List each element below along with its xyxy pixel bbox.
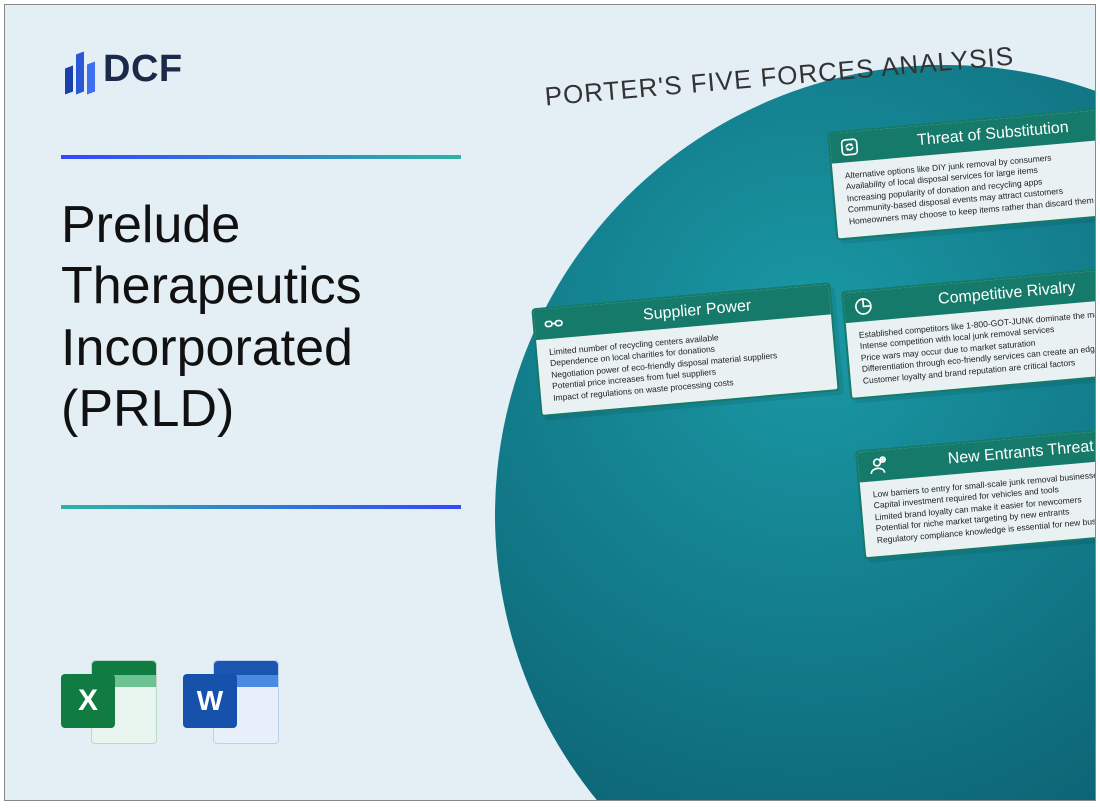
word-icon: W	[183, 654, 279, 750]
card-title: Threat of Substitution	[916, 119, 1069, 149]
divider-bottom	[61, 505, 461, 509]
excel-icon: X	[61, 654, 157, 750]
app-icons-row: X W	[61, 654, 279, 750]
refresh-icon	[838, 135, 862, 159]
pie-icon	[851, 295, 875, 319]
card-title: New Entrants Threat	[947, 438, 1094, 468]
brand-logo: DCF	[65, 45, 183, 93]
link-icon	[542, 312, 566, 336]
logo-bars-icon	[65, 45, 95, 93]
card-title: Supplier Power	[642, 297, 752, 323]
word-letter: W	[183, 674, 237, 728]
user-add-icon	[865, 454, 889, 478]
infographic-canvas: DCF Prelude Therapeutics Incorporated (P…	[4, 4, 1096, 801]
divider-top	[61, 155, 461, 159]
brand-name: DCF	[103, 48, 183, 91]
card-title: Competitive Rivalry	[937, 279, 1076, 308]
page-title: Prelude Therapeutics Incorporated (PRLD)	[61, 195, 501, 440]
excel-letter: X	[61, 674, 115, 728]
